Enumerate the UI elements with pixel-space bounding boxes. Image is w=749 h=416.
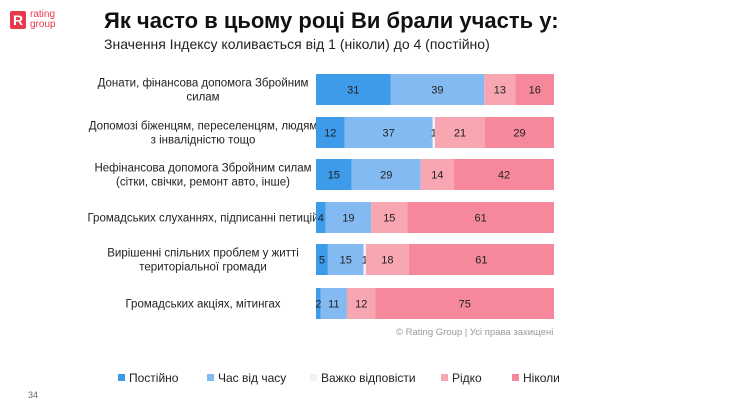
legend-swatch-rarely (441, 374, 448, 381)
bar-refugees-never (484, 117, 554, 148)
data-label-donations-rarely: 13 (494, 85, 506, 97)
data-label-refugees-constantly: 12 (324, 128, 336, 140)
bar-refugees-rarely (435, 117, 485, 148)
data-label-nonfinancial-constantly: 15 (328, 170, 340, 182)
category-label-refugees: Допомозі біженцям, переселенцям, людям з … (89, 121, 318, 147)
logo-text-line2: group (30, 19, 56, 30)
data-label-donations-never: 16 (529, 85, 541, 97)
bar-nonfinancial-constantly (316, 159, 352, 190)
data-label-hearings-constantly: 4 (318, 213, 324, 225)
data-label-rallies-sometimes: 11 (328, 299, 339, 311)
legend-item-sometimes: Час від часу (207, 371, 286, 385)
copyright-note: © Rating Group | Усі права захищені (396, 327, 554, 338)
legend-item-hard-to-say: Важко відповісти (310, 371, 416, 385)
bar-nonfinancial-sometimes (351, 159, 421, 190)
logo-text: rating group (30, 10, 56, 30)
legend-swatch-never (512, 374, 519, 381)
bar-community-sometimes (327, 244, 364, 275)
category-label-hearings: Громадських слуханнях, підписанні петиці… (87, 213, 318, 225)
data-label-hearings-sometimes: 19 (342, 213, 354, 225)
bar-community-rarely (365, 244, 409, 275)
logo-text-line1: rating (30, 9, 56, 20)
bar-rallies-constantly (316, 288, 321, 319)
data-label-community-constantly: 5 (319, 255, 325, 267)
bar-hearings-never (407, 202, 554, 233)
bar-rallies-sometimes (320, 288, 347, 319)
legend-label-rarely: Рідко (452, 371, 482, 385)
bar-community-hard-to-say (363, 244, 366, 275)
data-label-refugees-rarely: 21 (454, 128, 466, 140)
bar-hearings-constantly (316, 202, 326, 233)
page-number: 34 (28, 390, 39, 400)
legend-label-sometimes: Час від часу (218, 371, 287, 385)
stacked-bar-chart: Донати, фінансова допомога Збройним силам… (87, 74, 554, 319)
legend-item-rarely: Рідко (441, 371, 482, 385)
page-subtitle: Значення Індексу коливається від 1 (ніко… (104, 36, 490, 52)
legend-label-hard-to-say: Важко відповісти (321, 371, 416, 385)
page-title: Як часто в цьому році Ви брали участь у: (104, 8, 559, 33)
data-label-refugees-never: 29 (513, 128, 525, 140)
data-label-nonfinancial-rarely: 14 (431, 170, 443, 182)
bar-donations-constantly (316, 74, 391, 105)
legend-label-never: Ніколи (523, 371, 560, 385)
legend-item-constantly: Постійно (118, 371, 178, 385)
bar-donations-rarely (484, 74, 516, 105)
data-label-nonfinancial-sometimes: 29 (380, 170, 392, 182)
bar-nonfinancial-never (454, 159, 554, 190)
legend-label-constantly: Постійно (129, 371, 179, 385)
bar-donations-never (515, 74, 554, 105)
data-label-refugees-sometimes: 37 (382, 128, 394, 140)
data-label-community-never: 61 (475, 255, 487, 267)
bar-donations-sometimes (390, 74, 485, 105)
bar-community-never (408, 244, 554, 275)
data-label-rallies-rarely: 12 (355, 299, 367, 311)
category-label-nonfinancial: Нефінансова допомога Збройним силам (сітк… (94, 163, 311, 189)
category-label-community: Вирішенні спільних проблем у житті терито… (107, 248, 299, 274)
data-label-donations-constantly: 31 (347, 85, 359, 97)
data-label-rallies-constantly: 2 (315, 299, 321, 311)
data-label-nonfinancial-never: 42 (498, 170, 510, 182)
data-label-community-hard-to-say: 1 (362, 255, 368, 267)
data-label-community-sometimes: 15 (340, 255, 352, 267)
legend-item-never: Ніколи (512, 371, 560, 385)
category-label-rallies: Громадських акціях, мітингах (125, 299, 280, 311)
data-label-community-rarely: 18 (381, 255, 393, 267)
bar-refugees-sometimes (344, 117, 433, 148)
legend-swatch-hard-to-say (310, 374, 317, 381)
bar-hearings-rarely (371, 202, 408, 233)
data-label-refugees-hard-to-say: 1 (431, 128, 437, 140)
logo-mark-icon: R (10, 11, 26, 29)
data-label-rallies-never: 75 (459, 299, 471, 311)
bar-refugees-hard-to-say (432, 117, 435, 148)
bar-hearings-sometimes (325, 202, 372, 233)
data-label-hearings-rarely: 15 (383, 213, 395, 225)
category-label-donations: Донати, фінансова допомога Збройним силам (98, 78, 309, 104)
bar-rallies-never (375, 288, 554, 319)
data-label-donations-sometimes: 39 (431, 85, 443, 97)
bar-rallies-rarely (346, 288, 376, 319)
rating-group-logo: R rating group (10, 10, 70, 32)
bar-nonfinancial-rarely (420, 159, 455, 190)
legend-swatch-sometimes (207, 374, 214, 381)
bar-refugees-constantly (316, 117, 345, 148)
bar-community-constantly (316, 244, 328, 275)
data-label-hearings-never: 61 (475, 213, 487, 225)
legend-swatch-constantly (118, 374, 125, 381)
